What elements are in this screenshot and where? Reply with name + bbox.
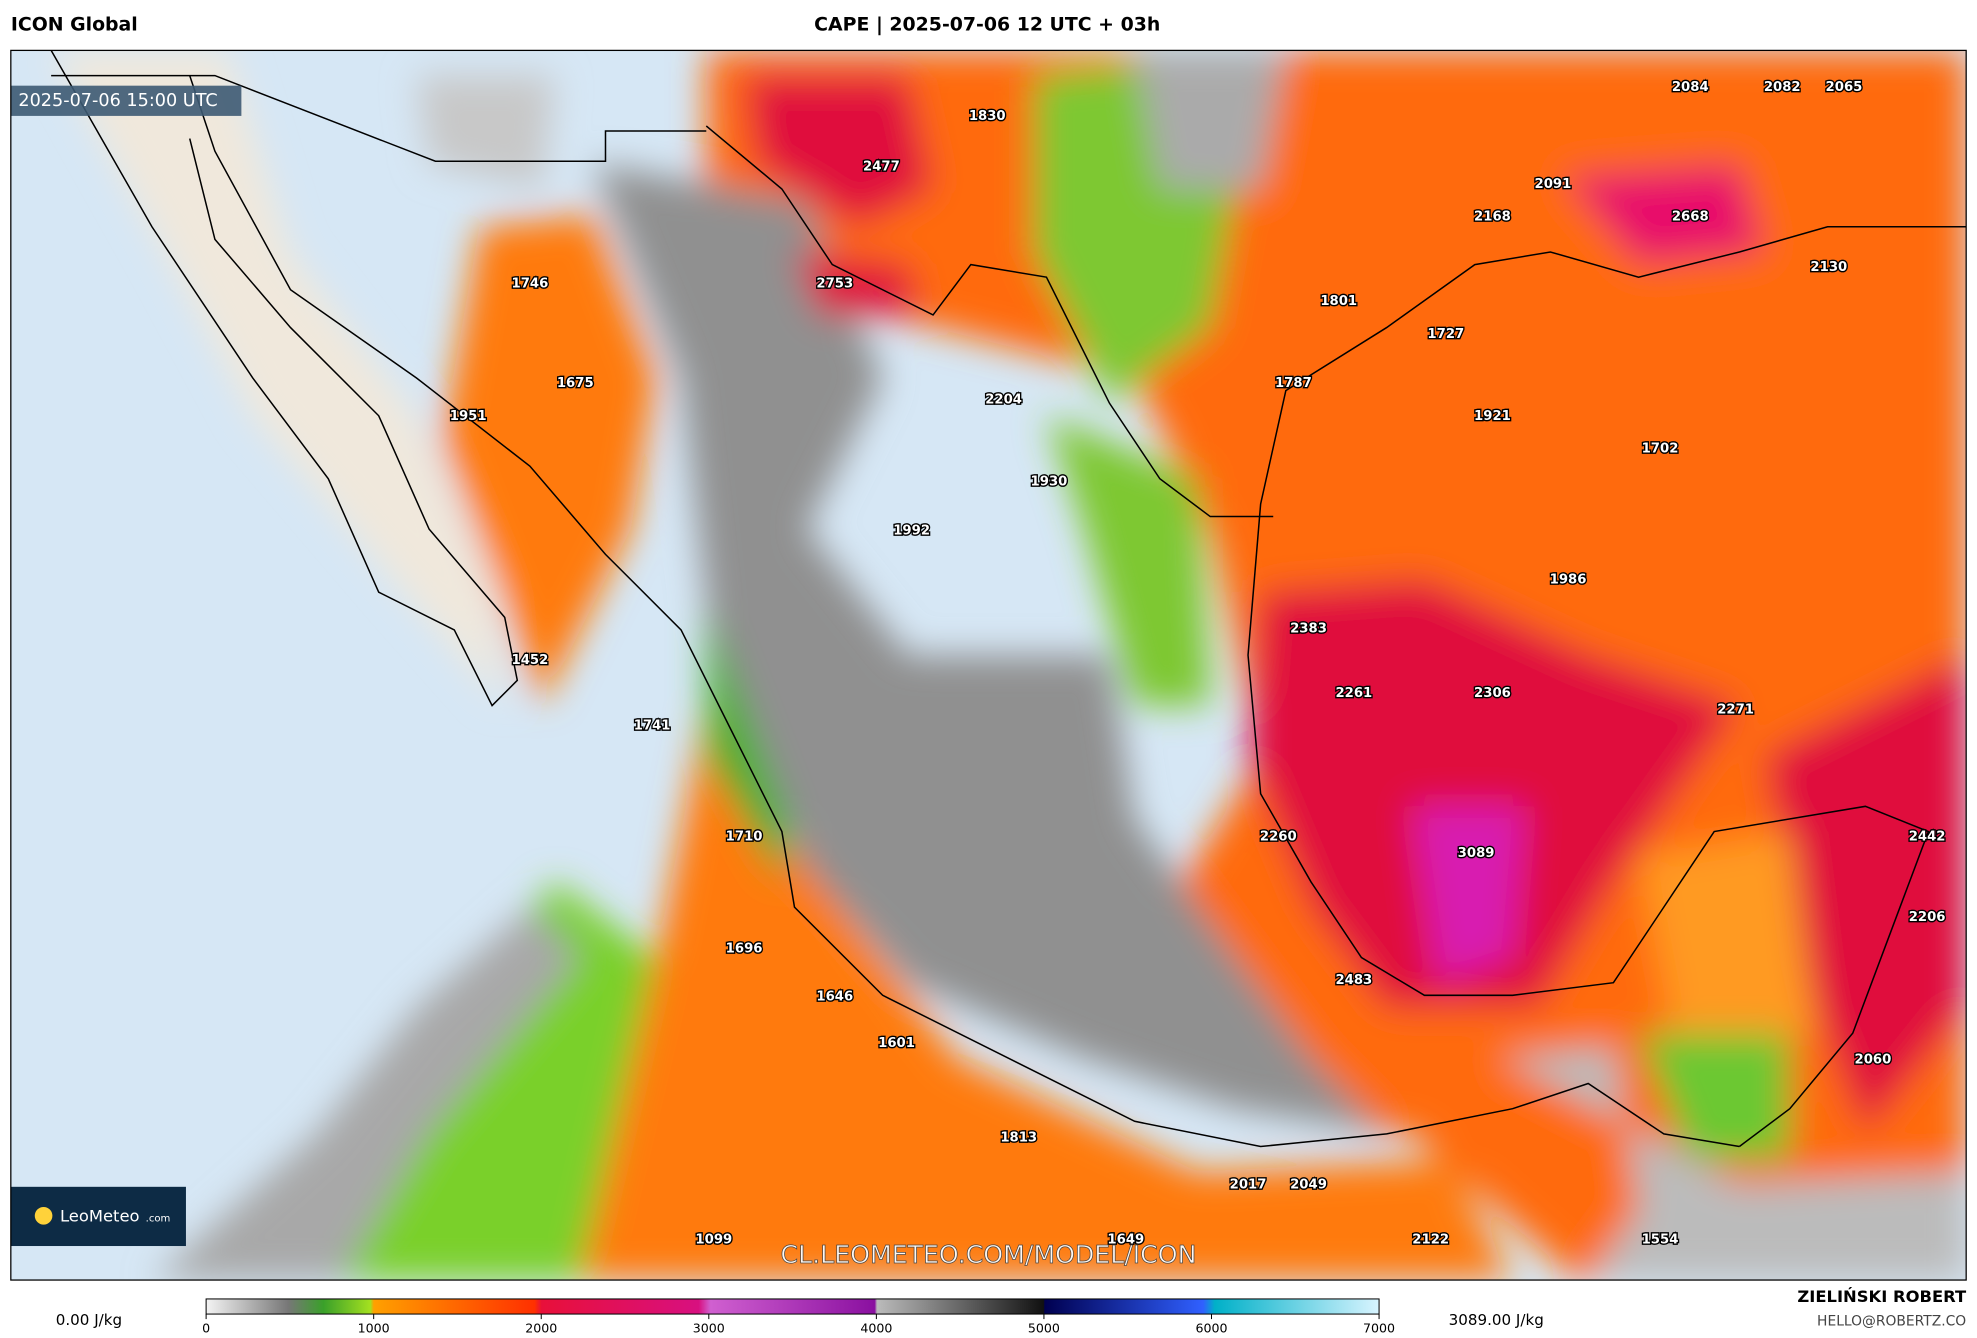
coastline xyxy=(1247,226,1967,1148)
coastline xyxy=(189,75,1740,1148)
point-value: 2206 xyxy=(1909,910,1946,925)
cape-region xyxy=(744,75,934,227)
point-value: 2204 xyxy=(985,392,1022,407)
point-value: 1099 xyxy=(695,1233,732,1248)
point-value: 2130 xyxy=(1810,260,1847,275)
point-value: 1930 xyxy=(1031,474,1068,489)
point-value: 1813 xyxy=(1000,1131,1037,1146)
colorbar-ticks: 0 1000 2000 3000 4000 5000 6000 7000 xyxy=(202,1314,1395,1336)
point-value: 2753 xyxy=(816,276,853,291)
point-value: 2271 xyxy=(1717,702,1754,717)
coastlines xyxy=(50,50,1967,1148)
point-value: 2442 xyxy=(1909,830,1946,845)
point-value: 2668 xyxy=(1672,210,1709,225)
point-value: 2383 xyxy=(1290,622,1327,637)
cape-region xyxy=(1563,163,1765,265)
point-value: 1741 xyxy=(634,719,671,734)
legend-min: 0.00 J/kg xyxy=(56,1311,122,1329)
point-value: 1951 xyxy=(450,409,487,424)
point-value: 1727 xyxy=(1427,327,1464,342)
point-value: 2065 xyxy=(1826,80,1863,95)
colorbar-tick-label: 5000 xyxy=(1028,1321,1060,1336)
point-value: 1601 xyxy=(878,1036,915,1051)
point-value: 1710 xyxy=(726,830,763,845)
point-value: 1986 xyxy=(1550,573,1587,588)
map-frame xyxy=(10,49,1967,1281)
cape-region xyxy=(555,705,1513,1281)
cape-region xyxy=(1411,806,1526,983)
legend-max: 3089.00 J/kg xyxy=(1449,1311,1544,1329)
point-value: 1452 xyxy=(512,653,549,668)
point-value: 2122 xyxy=(1412,1233,1449,1248)
colorbar-tick-label: 0 xyxy=(202,1321,210,1336)
point-value: 2049 xyxy=(1290,1177,1327,1192)
author: ZIELIŃSKI ROBERT xyxy=(1797,1287,1967,1306)
cape-region xyxy=(51,50,505,706)
cape-region xyxy=(441,214,656,706)
coastline xyxy=(50,50,519,707)
contact: HELLO@ROBERTZ.CO xyxy=(1817,1314,1966,1330)
point-value: 1649 xyxy=(1107,1233,1144,1248)
cape-region xyxy=(592,163,1387,1134)
cape-region xyxy=(1638,1033,1790,1160)
watermark: CL.LEOMETEO.COM/MODEL/ICON xyxy=(781,1240,1197,1269)
cape-region xyxy=(1134,50,1286,189)
cape-region xyxy=(1764,655,1967,1134)
point-value: 2017 xyxy=(1230,1177,1267,1192)
colorbar-tick-label: 2000 xyxy=(525,1321,557,1336)
point-labels: 1830 2477 2084 2082 2065 2091 2168 2668 2130 2753… xyxy=(448,79,1947,1250)
point-value: 1646 xyxy=(816,990,853,1005)
map-title: CAPE | 2025-07-06 12 UTC + 03h xyxy=(814,14,1160,36)
logo-sun xyxy=(34,1206,53,1225)
point-value: 1992 xyxy=(893,523,930,538)
cape-region xyxy=(1500,1045,1967,1281)
point-value: 2261 xyxy=(1335,686,1372,701)
point-value: 1801 xyxy=(1320,294,1357,309)
time-box xyxy=(10,85,242,116)
point-value: 2082 xyxy=(1764,80,1801,95)
colorbar-tick-label: 3000 xyxy=(693,1321,725,1336)
colorbar-tick-label: 1000 xyxy=(358,1321,390,1336)
point-value: 2091 xyxy=(1535,177,1572,192)
point-value: 1830 xyxy=(969,109,1006,124)
colorbar-tick-label: 4000 xyxy=(860,1321,892,1336)
point-value: 2483 xyxy=(1335,973,1372,988)
cape-field xyxy=(51,50,1967,1281)
point-value: 1554 xyxy=(1642,1233,1679,1248)
logo-suffix: .com xyxy=(146,1213,171,1224)
point-value: 3089 xyxy=(1458,846,1495,861)
point-value: 1702 xyxy=(1642,442,1679,457)
colorbar xyxy=(205,1298,1380,1315)
coastline xyxy=(705,125,1274,518)
point-value: 2306 xyxy=(1474,686,1511,701)
colorbar-tick-label: 6000 xyxy=(1195,1321,1227,1336)
cape-region xyxy=(1046,415,1211,706)
cape-region xyxy=(1638,831,1815,1059)
point-value: 1921 xyxy=(1474,409,1511,424)
point-value: 2084 xyxy=(1672,80,1709,95)
point-value: 2060 xyxy=(1855,1053,1892,1068)
point-value: 2168 xyxy=(1474,210,1511,225)
model-name: ICON Global xyxy=(11,14,138,36)
point-value: 1746 xyxy=(512,276,549,291)
point-value: 2260 xyxy=(1260,830,1297,845)
point-value: 1696 xyxy=(726,942,763,957)
coastline xyxy=(51,74,707,163)
colorbar-tick-label: 7000 xyxy=(1363,1321,1395,1336)
cape-region xyxy=(1248,579,1740,1008)
cape-region xyxy=(794,251,921,315)
logo-name: LeoMeteo xyxy=(60,1207,140,1226)
map-area: 1830 2477 2084 2082 2065 2091 2168 2668 2130 2753… xyxy=(10,50,1967,1281)
point-value: 2477 xyxy=(863,159,900,174)
valid-time: 2025-07-06 15:00 UTC xyxy=(18,91,217,111)
point-value: 1675 xyxy=(557,376,594,391)
cape-region xyxy=(151,907,581,1281)
point-value: 1787 xyxy=(1275,376,1312,391)
